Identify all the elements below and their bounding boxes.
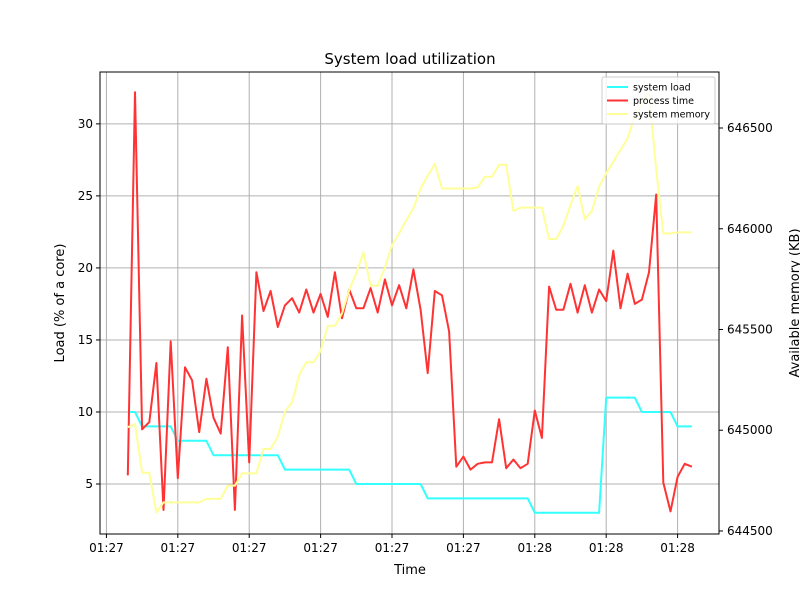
x-axis: 01:27 01:27 01:27 01:27 01:27 01:27 01:28 01:28… (89, 534, 695, 555)
y-right-tick-label: 645500 (727, 322, 773, 336)
x-tick-label: 01:27 (446, 541, 481, 555)
y-axis-label: Load (% of a core) (53, 244, 68, 363)
plot-frame (99, 71, 720, 535)
y-tick-label: 25 (78, 189, 93, 203)
series-line-process-time (126, 91, 693, 513)
x-tick-label: 01:27 (303, 541, 338, 555)
x-tick-label: 01:27 (89, 541, 124, 555)
y-tick-label: 30 (78, 117, 93, 131)
y-tick-label: 15 (78, 333, 93, 347)
series-lines (126, 91, 693, 514)
y-right-tick-label: 646000 (727, 222, 773, 236)
x-axis-label: Time (393, 563, 426, 578)
y-axis-right: 644500 645000 645500 646000 646500 (719, 121, 773, 538)
y-tick-label: 5 (85, 477, 93, 491)
y-right-tick-label: 646500 (727, 121, 773, 135)
x-tick-label: 01:28 (589, 541, 624, 555)
legend: system load process time system memory (601, 76, 716, 125)
legend-box (601, 76, 716, 125)
y-tick-label: 10 (78, 405, 93, 419)
chart-title: System load utilization (324, 50, 495, 68)
legend-label: process time (633, 96, 694, 107)
y-axis-left: 5 10 15 20 25 30 (78, 117, 100, 491)
x-tick-label: 01:27 (232, 541, 267, 555)
x-tick-label: 01:28 (660, 541, 695, 555)
y-axis-right-label: Available memory (KB) (788, 228, 800, 377)
x-tick-label: 01:27 (375, 541, 410, 555)
y-tick-label: 20 (78, 261, 93, 275)
y-right-tick-label: 644500 (727, 524, 773, 538)
legend-label: system load (633, 83, 691, 94)
x-tick-label: 01:28 (518, 541, 553, 555)
series-line-system-memory (127, 91, 692, 514)
series-line-system-load (127, 396, 692, 514)
x-tick-label: 01:27 (161, 541, 196, 555)
y-right-tick-label: 645000 (727, 423, 773, 437)
legend-label: system memory (633, 110, 710, 121)
